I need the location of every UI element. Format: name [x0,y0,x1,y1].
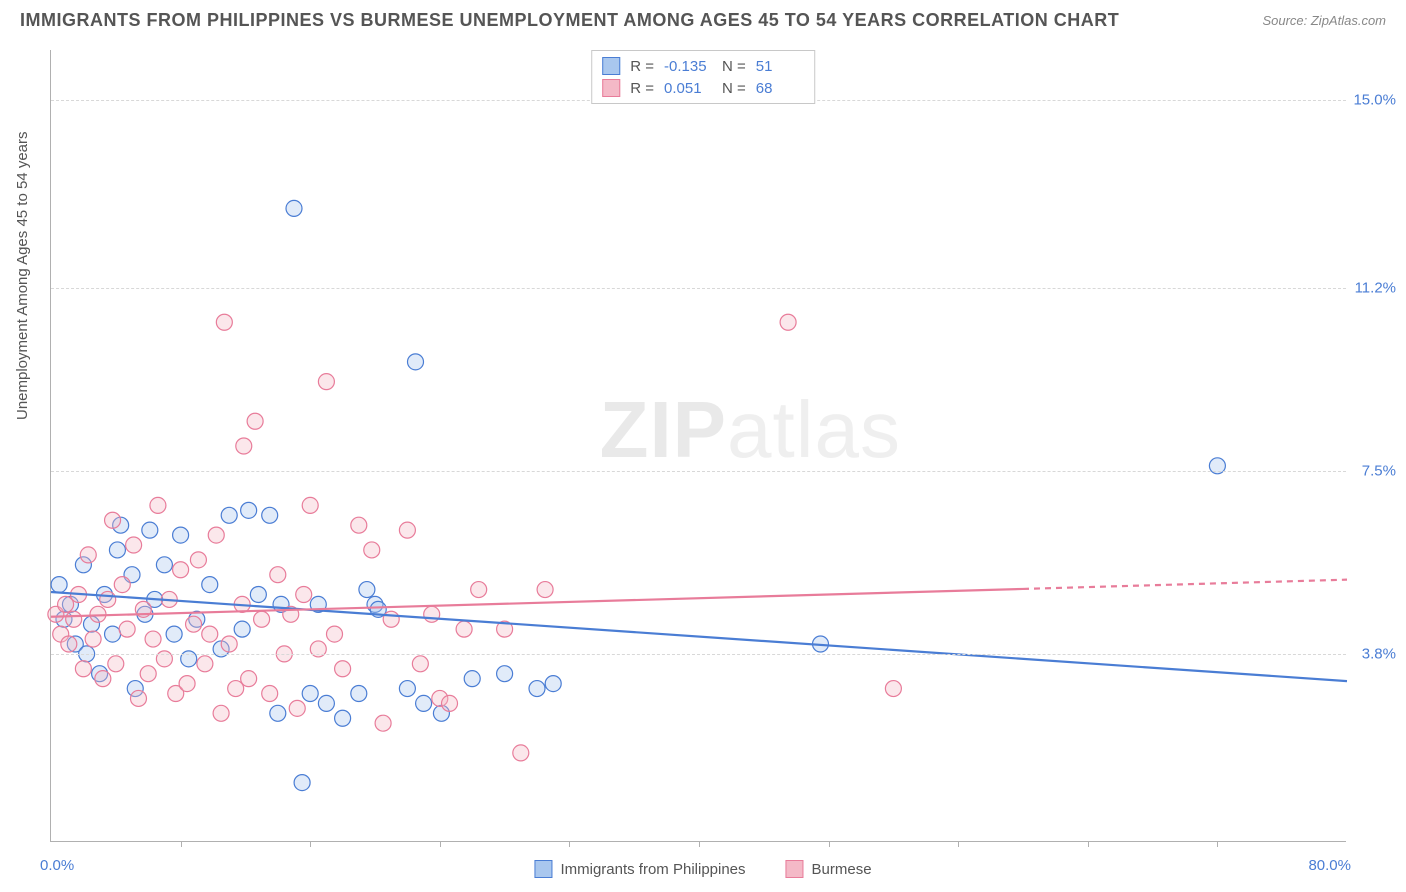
correlation-legend-row: R = 0.051 N = 68 [602,77,804,99]
legend-swatch [786,860,804,878]
chart-plot-area: ZIPatlas [50,50,1346,842]
y-tick-label: 15.0% [1353,91,1396,108]
r-value: -0.135 [664,58,712,75]
series-legend: Immigrants from Philippines Burmese [534,860,871,878]
legend-swatch [602,57,620,75]
r-value: 0.051 [664,80,712,97]
correlation-legend: R = -0.135 N = 51 R = 0.051 N = 68 [591,50,815,104]
legend-swatch [534,860,552,878]
n-label: N = [722,80,746,97]
legend-label: Immigrants from Philippines [560,861,745,878]
y-tick-label: 3.8% [1362,645,1396,662]
gridline [51,654,1346,655]
x-tick [440,841,441,847]
x-tick [569,841,570,847]
gridline [51,471,1346,472]
r-label: R = [630,58,654,75]
legend-item: Burmese [786,860,872,878]
legend-swatch [602,79,620,97]
gridline [51,288,1346,289]
legend-label: Burmese [812,861,872,878]
n-value: 51 [756,58,804,75]
x-tick [1217,841,1218,847]
n-value: 68 [756,80,804,97]
r-label: R = [630,80,654,97]
correlation-legend-row: R = -0.135 N = 51 [602,55,804,77]
n-label: N = [722,58,746,75]
x-tick [829,841,830,847]
y-tick-label: 11.2% [1355,279,1396,296]
x-tick [181,841,182,847]
x-axis-min-label: 0.0% [40,857,74,874]
legend-item: Immigrants from Philippines [534,860,745,878]
x-tick [699,841,700,847]
y-tick-label: 7.5% [1362,462,1396,479]
chart-header: IMMIGRANTS FROM PHILIPPINES VS BURMESE U… [20,10,1386,31]
x-tick [310,841,311,847]
scatter-svg [51,50,1346,841]
x-axis-max-label: 80.0% [1308,857,1351,874]
source-attribution: Source: ZipAtlas.com [1262,13,1386,28]
x-tick [1088,841,1089,847]
x-tick [958,841,959,847]
y-axis-label: Unemployment Among Ages 45 to 54 years [14,131,31,420]
chart-title: IMMIGRANTS FROM PHILIPPINES VS BURMESE U… [20,10,1119,31]
